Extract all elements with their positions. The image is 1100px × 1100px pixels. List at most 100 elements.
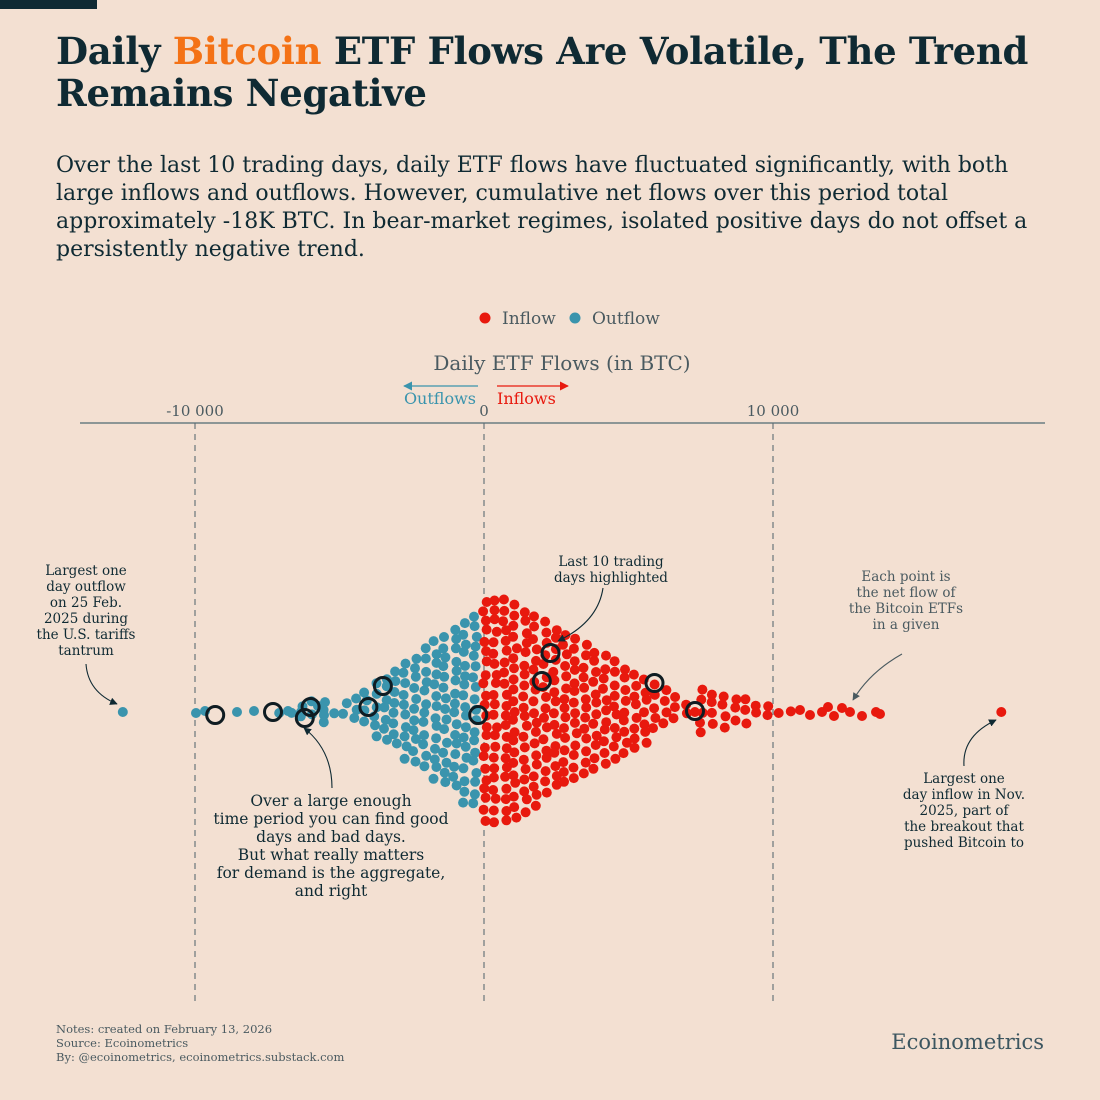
data-point (481, 722, 492, 733)
data-point (548, 666, 559, 677)
data-point (371, 731, 382, 742)
data-point (459, 786, 470, 797)
data-point (508, 653, 519, 664)
data-point (469, 694, 480, 705)
data-point (398, 667, 409, 678)
annotation-aggregate: Over a large enough time period you can f… (213, 727, 449, 900)
data-point (440, 777, 451, 788)
data-point (438, 682, 449, 693)
data-point (431, 733, 442, 744)
data-point (479, 636, 490, 647)
data-point (431, 669, 442, 680)
data-point (478, 751, 489, 762)
data-point (481, 624, 492, 635)
data-point (610, 753, 621, 764)
data-point (541, 692, 551, 702)
data-point (591, 697, 602, 708)
data-point (409, 703, 420, 714)
data-point (488, 637, 499, 648)
data-point (428, 636, 439, 647)
highlighted-day-marker (300, 697, 321, 717)
data-point (578, 768, 589, 779)
data-point (581, 639, 592, 650)
data-point (388, 707, 399, 718)
data-point (488, 690, 499, 700)
data-point (529, 611, 539, 622)
data-point (471, 631, 482, 642)
data-point (558, 767, 569, 777)
data-point (601, 705, 612, 716)
data-point (429, 754, 440, 765)
data-point (468, 798, 479, 809)
data-point (399, 753, 410, 764)
data-point (588, 763, 599, 774)
data-point (400, 658, 411, 669)
data-point (390, 666, 401, 677)
data-point (439, 632, 449, 642)
data-point (470, 661, 481, 672)
highlighted-day-marker (294, 708, 315, 728)
data-point (568, 643, 579, 654)
data-point (492, 722, 502, 733)
highlighted-day-marker (540, 643, 561, 663)
data-point (579, 682, 590, 693)
annotation-each-point-text: Each point is the net flow of the Bitcoin … (849, 569, 963, 633)
data-point (670, 692, 681, 702)
data-point (540, 616, 551, 627)
data-point (283, 706, 293, 716)
data-point (649, 703, 660, 714)
annotation-largest-inflow-arrow (963, 719, 997, 767)
outflows-direction-label: Outflows (404, 389, 476, 408)
data-point (398, 699, 409, 710)
data-point (629, 691, 640, 702)
data-point (370, 720, 380, 731)
data-point (420, 643, 431, 654)
data-point (438, 747, 449, 758)
data-point (519, 711, 530, 721)
footer-notes-line: Notes: created on February 13, 2026 (56, 1022, 273, 1036)
data-point (528, 696, 539, 707)
data-point (480, 615, 491, 626)
data-point (568, 697, 579, 708)
data-point (440, 652, 451, 663)
data-point (719, 722, 730, 733)
data-point (418, 739, 429, 750)
data-point (519, 680, 530, 691)
data-point (411, 694, 422, 704)
brand-logo-text: Ecoinometrics (891, 1030, 1044, 1054)
data-point (857, 711, 867, 721)
data-point (468, 672, 478, 683)
data-point (640, 726, 651, 737)
data-point (500, 771, 511, 782)
data-point (731, 694, 742, 705)
data-point (489, 605, 500, 616)
data-point (419, 707, 430, 718)
data-point (611, 709, 622, 720)
data-point (419, 730, 430, 741)
data-point (706, 707, 717, 718)
data-point (741, 718, 752, 729)
data-point (519, 660, 530, 671)
data-point (611, 732, 622, 743)
data-point (619, 672, 630, 683)
data-point (460, 671, 470, 682)
data-point (609, 656, 620, 667)
data-point (499, 667, 509, 678)
data-point (400, 678, 411, 689)
data-point (631, 680, 642, 691)
data-point (418, 716, 429, 727)
data-point (658, 718, 669, 729)
data-point (410, 671, 421, 682)
data-point (442, 737, 452, 748)
data-point (508, 631, 519, 642)
data-point (438, 661, 449, 672)
data-point (578, 662, 589, 673)
data-point (508, 620, 519, 631)
data-point (508, 757, 519, 768)
data-point (480, 792, 491, 803)
data-point (500, 720, 511, 730)
data-point (717, 699, 728, 710)
data-point (608, 741, 619, 752)
data-point (470, 747, 481, 758)
data-point (458, 646, 469, 657)
